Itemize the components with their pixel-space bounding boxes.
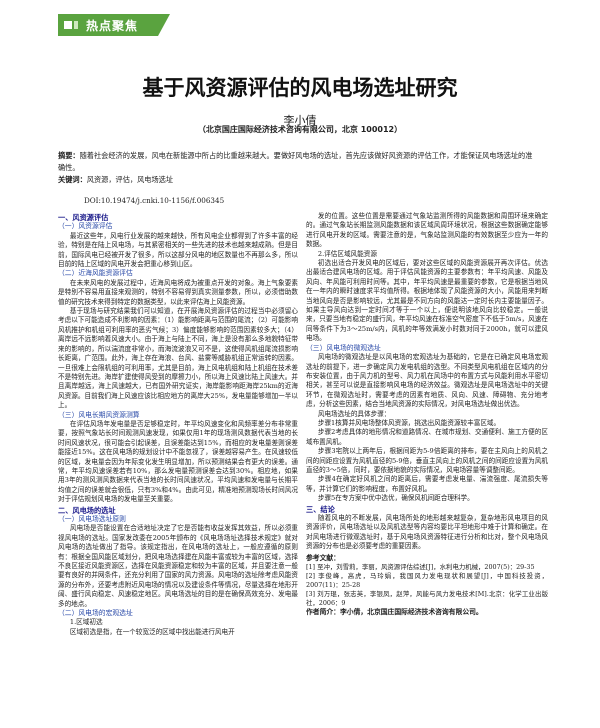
paragraph: 风电场是否能设置在合适地址决定了它是否能有收益发挥其效益，所以必须重视风电场的选…	[58, 524, 298, 608]
abstract-text: 随着社会经济的发展，风电在新能源中所占的比重越来越大。要做好风电场的选址，首先应…	[58, 151, 533, 172]
section-label: 热点聚焦	[86, 19, 139, 33]
subsection-heading: （一）风电场选址原则	[58, 515, 126, 523]
decor-square	[64, 21, 72, 29]
left-column: 一、风资源评估 （一）风资源评估 最近这些年，风电行业发展的越来越快，所有风电企业都…	[58, 212, 298, 637]
references-heading: 参考文献：	[306, 553, 340, 562]
article-title: 基于风资源评估的风电场选址研究	[142, 76, 458, 100]
paragraph: 随着风电的不断发展，风电场所处的地形越来越复杂，复杂地形风电项目的风资源评价，风…	[306, 514, 548, 551]
abstract-line: 摘要：随着社会经济的发展，风电在新能源中所占的比重越来越大。要做好风电场的选址，…	[58, 150, 538, 174]
keywords-text: 风资源，评估，风电场选址	[86, 175, 174, 184]
paragraph: 最近这些年，风电行业发展的越来越快，所有风电企业都得到了许多丰富的经验，特别是在…	[58, 231, 298, 269]
paragraph: 初选出适合开发风电的区域后，要对这些区域的风能资源展开再次评估。优选出最适合建风…	[306, 259, 548, 343]
section-tag	[58, 14, 170, 36]
decor-square	[74, 21, 78, 29]
section-heading: 一、风资源评估	[58, 213, 109, 222]
keywords-line: 关键词：风资源，评估，风电场选址	[58, 174, 538, 186]
paragraph: 步骤5在专方案中优中选优，确保风机间距合理科学。	[317, 494, 474, 503]
affiliation: （北京国庄国际经济技术咨询有限公司，北京 100012）	[197, 125, 403, 134]
keywords-label: 关键词：	[58, 175, 87, 184]
section-header: 热点聚焦	[0, 14, 600, 36]
author-bio-label: 作者简介：	[306, 608, 340, 617]
right-column-body: 发的位置。这些位置是需要通过气象站监测所得的风能数据和周围环境来确定的。通过气象…	[306, 212, 548, 552]
subsection-heading: （三）风电长期风资源测算	[58, 410, 140, 419]
paragraph: 在未来风电的发展过程中，近海风电将成为被重点开发的对象。海上气象要素是特别不容易…	[58, 278, 298, 306]
section-heading: 三、结论	[306, 504, 335, 514]
paragraph: 步骤2考虑具体的地形情况和道路情况、在城市规划、交通便利、施工方便的区域布置风机…	[306, 428, 548, 446]
abstract-label: 摘要：	[58, 151, 80, 160]
subsection-heading: （二）风电场的宏观选址	[58, 609, 133, 618]
subsection-heading: （二）近海风能资源评估	[58, 269, 133, 278]
paragraph: 2.评估区域风能资源	[317, 249, 377, 258]
paragraph: 发的位置。这些位置是需要通过气象站监测所得的风能数据和周围环境来确定的。通过气象…	[306, 212, 548, 249]
paragraph: 步骤1核算并风电场整体风资源，挑选出风能资源较丰富区域。	[317, 418, 501, 427]
right-column: 发的位置。这些位置是需要通过气象站监测所得的风能数据和周围环境来确定的。通过气象…	[306, 212, 548, 617]
paragraph: 1.区域初选	[69, 618, 103, 627]
author-name: 李小倩	[283, 114, 317, 127]
paragraph: 风电场的微观选址是以风电场的宏观选址为基础的，它是在已确定风电场宏观选址的前提下…	[306, 353, 548, 409]
doi: DOI:10.19474/j.cnki.10-1156/f.006345	[84, 196, 225, 205]
paragraph: 步骤4在确定好风机之间的距离后，需要考虑发电量、湍流强度、尾流损失等等，并计算它…	[306, 475, 548, 493]
paragraph: 步骤3宅院以上两年后，根据间距为5-9倍距离的排布，要在主风向上的风机之间的间距…	[306, 447, 548, 474]
reference-item: [2] 李俊峰，高虎，马玲娟，我国风力发电现状和展望[J]，中国科技投资，200…	[306, 572, 548, 590]
reference-item: [1] 至冲，刘雪莉，李丽，风资源评估综述[J]，水利电力机械，2007(5)：…	[306, 563, 535, 572]
paragraph: 在评估风场年发电量是否足够稳定时，年平均风速变化和风频率差分布非常重要，按照气象…	[58, 419, 298, 504]
author-bio: 作者简介：李小倩，北京国庄国际经济技术咨询有限公司。	[306, 608, 548, 617]
subsection-heading: （三）风电场的微观选址	[306, 343, 381, 352]
references-list: [1] 至冲，刘雪莉，李丽，风资源评估综述[J]，水利电力机械，2007(5)：…	[306, 563, 548, 608]
author-bio-text: 李小倩，北京国庄国际经济技术咨询有限公司。	[339, 608, 483, 617]
abstract: 摘要：随着社会经济的发展，风电在新能源中所占的比重越来越大。要做好风电场的选址，…	[58, 150, 538, 186]
subsection-heading: （一）风资源评估	[58, 222, 113, 231]
section-heading: 二、风电场的选址	[58, 505, 116, 515]
paragraph: 风电场选址的具体步骤：	[317, 409, 391, 418]
reference-item: [3] 刘万琨，张志英，李银凤，赵萍，风能与风力发电技术[M].北京：化学工业出…	[306, 590, 548, 608]
paragraph: 区域初选是指，在一个较宽泛的区域中找出能进行风电开	[69, 627, 235, 636]
paragraph: 基于现场与研究结果我们可以知道，在开展海风资源评估的过程当中必须留心考虑以下可能…	[58, 307, 298, 410]
